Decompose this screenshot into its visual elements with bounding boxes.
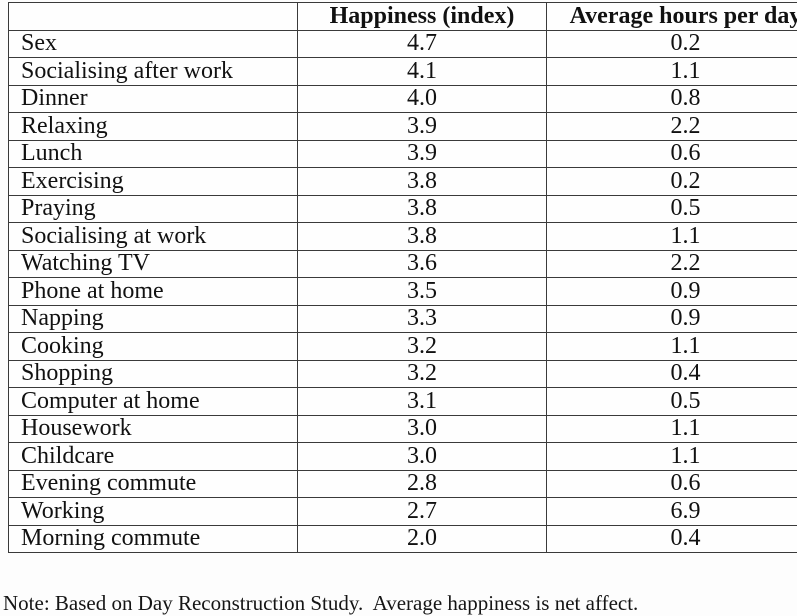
happiness-cell: 3.0 — [298, 443, 547, 471]
hours-cell: 0.2 — [547, 30, 797, 58]
hours-cell: 0.6 — [547, 470, 797, 498]
activity-cell: Socialising after work — [9, 58, 298, 86]
hours-cell: 0.2 — [547, 168, 797, 196]
hours-cell: 1.1 — [547, 58, 797, 86]
activity-cell: Exercising — [9, 168, 298, 196]
activity-cell: Cooking — [9, 333, 298, 361]
header-activity-blank — [9, 3, 298, 31]
activity-cell: Morning commute — [9, 525, 298, 553]
activity-cell: Sex — [9, 30, 298, 58]
happiness-cell: 2.8 — [298, 470, 547, 498]
happiness-cell: 4.0 — [298, 85, 547, 113]
happiness-cell: 3.9 — [298, 140, 547, 168]
hours-cell: 2.2 — [547, 113, 797, 141]
activity-cell: Working — [9, 498, 298, 526]
activity-cell: Relaxing — [9, 113, 298, 141]
header-average-hours: Average hours per day — [547, 3, 797, 31]
happiness-cell: 3.8 — [298, 223, 547, 251]
hours-cell: 1.1 — [547, 415, 797, 443]
happiness-cell: 4.7 — [298, 30, 547, 58]
happiness-cell: 2.0 — [298, 525, 547, 553]
activity-cell: Dinner — [9, 85, 298, 113]
happiness-cell: 3.2 — [298, 360, 547, 388]
activity-cell: Computer at home — [9, 388, 298, 416]
happiness-cell: 3.2 — [298, 333, 547, 361]
happiness-cell: 3.8 — [298, 195, 547, 223]
happiness-cell: 3.6 — [298, 250, 547, 278]
activity-cell: Childcare — [9, 443, 298, 471]
hours-cell: 0.5 — [547, 195, 797, 223]
header-row: Happiness (index) Average hours per day — [9, 3, 797, 31]
activities-happiness-table: Happiness (index) Average hours per day … — [8, 2, 797, 553]
happiness-cell: 2.7 — [298, 498, 547, 526]
hours-cell: 1.1 — [547, 443, 797, 471]
happiness-cell: 3.9 — [298, 113, 547, 141]
data-table: Happiness (index) Average hours per day … — [8, 2, 797, 553]
activity-cell: Lunch — [9, 140, 298, 168]
activity-cell: Shopping — [9, 360, 298, 388]
hours-cell: 0.6 — [547, 140, 797, 168]
hours-cell: 2.2 — [547, 250, 797, 278]
happiness-cell: 3.5 — [298, 278, 547, 306]
hours-cell: 1.1 — [547, 223, 797, 251]
hours-cell: 6.9 — [547, 498, 797, 526]
activity-cell: Napping — [9, 305, 298, 333]
activity-cell: Evening commute — [9, 470, 298, 498]
happiness-cell: 3.8 — [298, 168, 547, 196]
happiness-cell: 3.1 — [298, 388, 547, 416]
activity-cell: Housework — [9, 415, 298, 443]
hours-cell: 0.9 — [547, 278, 797, 306]
hours-cell: 0.5 — [547, 388, 797, 416]
hours-cell: 0.4 — [547, 525, 797, 553]
activity-cell: Praying — [9, 195, 298, 223]
hours-cell: 0.9 — [547, 305, 797, 333]
hours-cell: 0.8 — [547, 85, 797, 113]
header-happiness-index: Happiness (index) — [298, 3, 547, 31]
hours-cell: 0.4 — [547, 360, 797, 388]
activity-cell: Socialising at work — [9, 223, 298, 251]
activity-cell: Phone at home — [9, 278, 298, 306]
happiness-cell: 4.1 — [298, 58, 547, 86]
happiness-cell: 3.0 — [298, 415, 547, 443]
happiness-cell: 3.3 — [298, 305, 547, 333]
activity-cell: Watching TV — [9, 250, 298, 278]
hours-cell: 1.1 — [547, 333, 797, 361]
table-note: Note: Based on Day Reconstruction Study.… — [3, 591, 638, 616]
